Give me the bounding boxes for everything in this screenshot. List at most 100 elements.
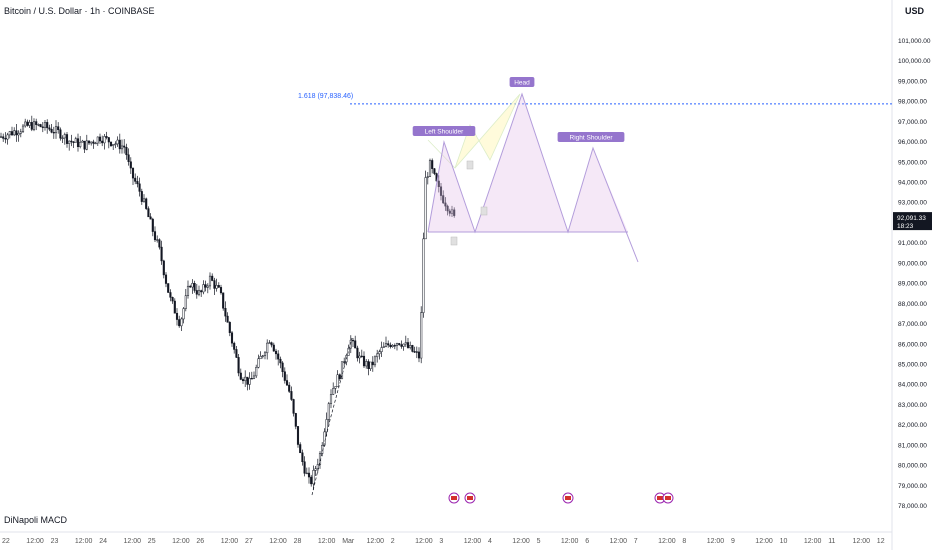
x-tick-label: 12:00 (512, 538, 530, 545)
candle (239, 372, 242, 380)
candle (134, 177, 137, 182)
candle (2, 136, 5, 139)
candle (215, 285, 218, 289)
candle (312, 470, 315, 485)
candle (310, 476, 313, 485)
candle (338, 374, 341, 380)
candle (21, 125, 25, 133)
candle (384, 343, 388, 347)
candle (63, 134, 66, 139)
x-tick-label: 12:00 (610, 538, 628, 545)
candle (303, 461, 306, 474)
x-tick-label: 12:00 (707, 538, 725, 545)
flag-icon (451, 496, 457, 500)
candle (46, 122, 49, 129)
x-tick-label: 6 (585, 538, 589, 545)
candle (371, 361, 374, 366)
candle (35, 121, 38, 125)
candle (184, 295, 187, 309)
candle (173, 300, 176, 314)
y-tick-label: 83,000.00 (898, 402, 927, 409)
candle (96, 136, 99, 144)
candle (261, 355, 264, 357)
candle (437, 180, 440, 188)
candle (219, 287, 223, 294)
candle (26, 121, 29, 126)
candle (107, 137, 110, 143)
candle (6, 134, 9, 140)
y-tick-label: 86,000.00 (898, 341, 927, 348)
x-tick-label: 4 (488, 538, 492, 545)
candle (233, 342, 236, 350)
head-label: Head (514, 80, 530, 87)
candle (32, 121, 36, 130)
candle (329, 394, 333, 404)
candle (127, 154, 130, 162)
candle (340, 361, 344, 380)
candle (224, 307, 227, 317)
candle (332, 388, 335, 395)
candle (158, 239, 161, 248)
y-tick-label: 94,000.00 (898, 180, 927, 187)
candle (15, 130, 18, 136)
candle (70, 140, 73, 143)
candle (380, 347, 383, 352)
candle (343, 361, 346, 363)
candle (444, 202, 447, 207)
candle (235, 349, 238, 358)
candle (376, 353, 379, 358)
x-tick-label: 12:00 (755, 538, 773, 545)
y-tick-label: 91,000.00 (898, 240, 927, 247)
candle (125, 146, 128, 156)
candle (39, 124, 42, 128)
candle (250, 378, 253, 380)
candle (285, 380, 289, 386)
candle (301, 452, 304, 463)
candle (268, 342, 271, 344)
candle (356, 347, 359, 359)
y-tick-label: 100,000.00 (898, 58, 931, 65)
x-tick-label: 5 (537, 538, 541, 545)
candle (101, 140, 104, 144)
y-tick-label: 89,000.00 (898, 281, 927, 288)
candle (208, 275, 212, 287)
candle (453, 209, 456, 216)
countdown-value: 18:23 (897, 223, 914, 230)
candle (169, 292, 172, 298)
candle (237, 357, 240, 374)
candle (156, 239, 159, 241)
y-tick-label: 80,000.00 (898, 463, 927, 470)
candle (171, 297, 174, 302)
x-tick-label: 12:00 (172, 538, 190, 545)
currency-label: USD (904, 6, 924, 16)
y-tick-label: 88,000.00 (898, 301, 927, 308)
y-tick-label: 79,000.00 (898, 483, 927, 490)
candle (72, 141, 75, 143)
candle (213, 280, 216, 289)
candle (211, 275, 214, 281)
candle (420, 312, 423, 359)
x-tick-label: 12:00 (75, 538, 93, 545)
candle (8, 131, 11, 136)
candle (244, 376, 247, 382)
candle (409, 345, 412, 348)
candle (52, 132, 55, 134)
x-tick-label: 27 (245, 538, 253, 545)
flag-icon (657, 496, 663, 500)
candle (360, 355, 363, 358)
candle (428, 160, 432, 177)
candle (103, 136, 106, 144)
candle (378, 351, 381, 355)
y-tick-label: 81,000.00 (898, 442, 927, 449)
y-tick-label: 99,000.00 (898, 78, 927, 85)
candle (57, 126, 60, 131)
candle (83, 140, 86, 150)
candle (92, 141, 95, 144)
candle (138, 183, 141, 192)
candle (382, 346, 385, 348)
candle (136, 181, 139, 185)
candle (325, 419, 328, 433)
candle (362, 355, 366, 367)
